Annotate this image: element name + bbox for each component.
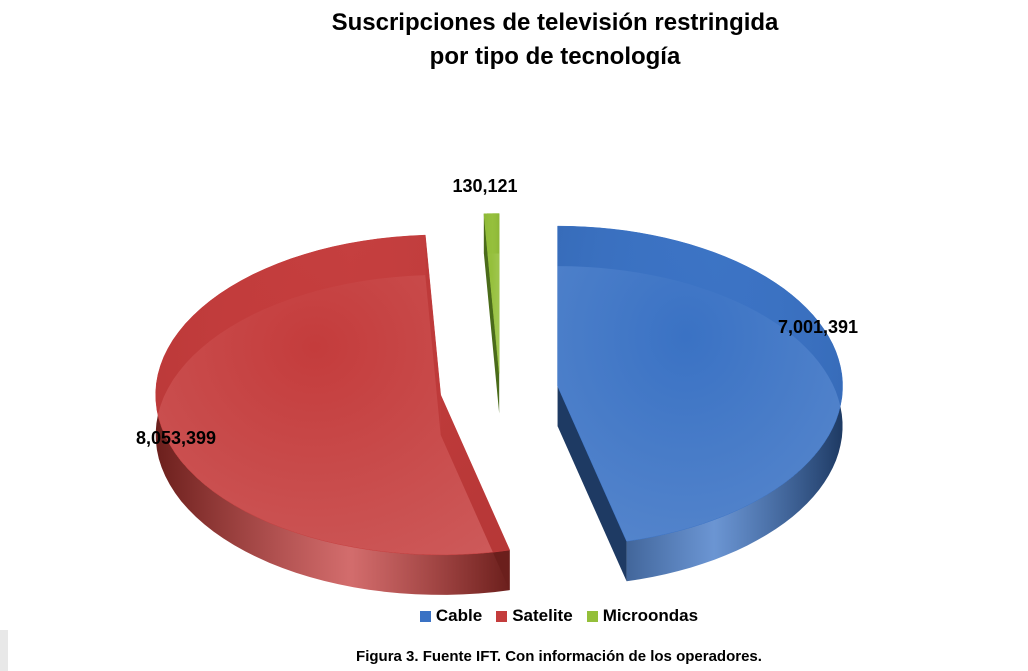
- legend-swatch-satelite: [496, 610, 508, 622]
- pie-chart: 7,001,391 8,053,399 130,121: [136, 176, 858, 595]
- data-label-microondas: 130,121: [452, 176, 517, 196]
- chart-title-line-1: Suscripciones de televisión restringida: [331, 9, 779, 36]
- page-edge-mark: [0, 630, 8, 671]
- pie-slice-cut-cable-1: [557, 386, 627, 582]
- data-label-cable: 7,001,391: [778, 317, 858, 337]
- pie-slice-top-satelite: [155, 234, 511, 556]
- legend-item-microondas: Microondas: [586, 606, 699, 626]
- pie-slice-cut-microondas-0: [483, 213, 500, 414]
- figure-caption: Figura 3. Fuente IFT. Con información de…: [356, 648, 762, 665]
- legend-swatch-cable: [419, 610, 431, 622]
- chart-legend: Cable Satelite Microondas: [0, 606, 1028, 626]
- legend-swatch-microondas: [586, 610, 598, 622]
- pie-slice-cable: [557, 225, 843, 582]
- data-label-satelite: 8,053,399: [136, 428, 216, 448]
- chart-title: Suscripciones de televisión restringida …: [0, 6, 1028, 74]
- pie-slice-side-satelite: [155, 235, 510, 595]
- legend-item-satelite: Satelite: [496, 606, 573, 626]
- chart-title-line-2: por tipo de tecnología: [429, 43, 681, 70]
- legend-item-cable: Cable: [419, 606, 483, 626]
- legend-label-microondas: Microondas: [602, 606, 699, 625]
- legend-label-satelite: Satelite: [512, 606, 573, 625]
- legend-label-cable: Cable: [435, 606, 483, 625]
- pie-slice-microondas: [483, 213, 500, 414]
- pie-slice-top-microondas: [483, 213, 500, 374]
- pie-slice-top-cable: [557, 225, 843, 542]
- pie-slice-satelite: [155, 234, 511, 595]
